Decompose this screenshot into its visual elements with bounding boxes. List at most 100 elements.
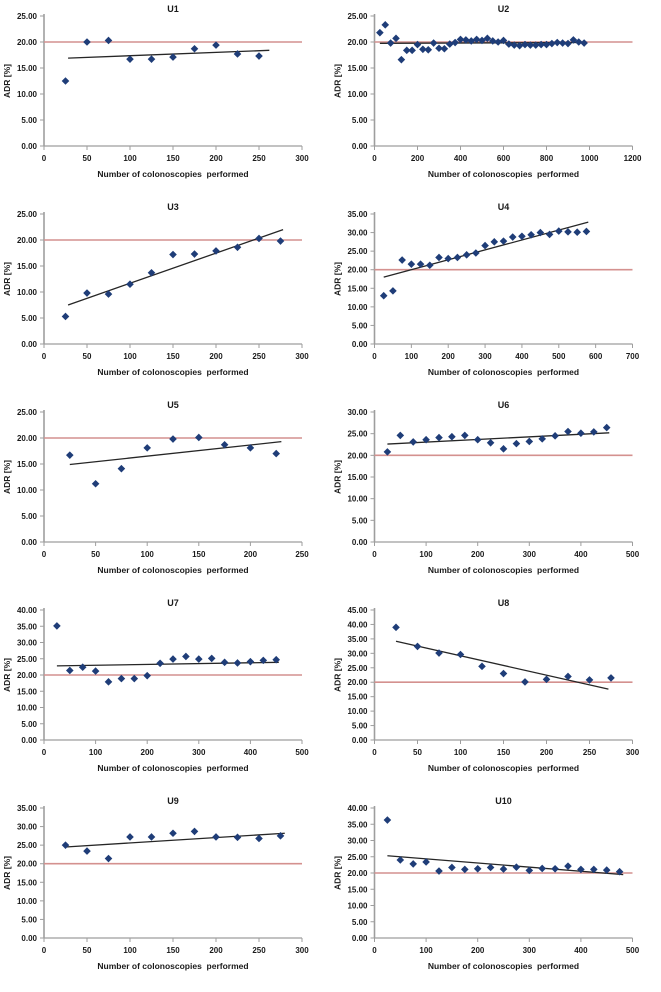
data-point-marker [435,867,443,875]
x-axis-tick-label: 300 [295,154,309,163]
x-axis-tick-label: 700 [626,352,640,361]
x-axis-tick-label: 100 [123,154,137,163]
axes: 0.00 5.00 10.00 15.00 20.00 25.00 30.00 35.00 0 5… [17,804,309,955]
data-point-marker [246,444,255,452]
trend-line [395,640,609,690]
x-axis-tick-label: 300 [523,550,537,559]
x-axis-tick-label: 100 [419,946,433,955]
y-axis-tick-label: 0.00 [21,736,37,745]
y-axis-tick-label: 5.00 [21,512,37,521]
data-point-marker [169,435,177,443]
chart-panel-u9: 0.00 5.00 10.00 15.00 20.00 25.00 30.00 35.00 0 5… [0,792,330,990]
data-point-marker [147,833,156,841]
data-point-marker [207,654,216,663]
data-point-marker [182,652,190,661]
y-axis-tick-label: 35.00 [347,820,368,829]
data-point-marker [472,249,480,257]
chart-title: U7 [167,598,179,608]
data-point-marker [169,250,177,259]
y-axis-tick-label: 30.00 [347,649,368,658]
data-point-marker [376,28,384,37]
data-point-marker [554,227,563,235]
x-axis-tick-label: 500 [626,946,640,955]
data-point-marker [126,833,134,841]
data-series [61,234,285,321]
x-axis-label: Number of colonoscopies performed [97,961,248,971]
y-axis-tick-label: 15.00 [347,284,368,293]
data-series [379,227,591,300]
data-point-marker [551,864,559,873]
x-axis-label: Number of colonoscopies performed [428,565,579,575]
y-axis-tick-label: 10.00 [17,486,38,495]
x-axis-tick-label: 300 [523,946,537,955]
data-point-marker [488,37,497,45]
data-series [383,423,611,456]
x-axis-tick-label: 200 [471,946,485,955]
x-axis-tick-label: 0 [42,946,47,955]
x-axis-tick-label: 100 [454,748,468,757]
data-point-marker [499,237,508,245]
trend-line [383,221,589,278]
data-point-marker [499,865,508,873]
data-point-marker [408,46,416,55]
data-point-marker [130,674,139,683]
data-point-marker [512,439,521,448]
data-point-marker [445,40,454,48]
data-point-marker [147,55,156,63]
data-point-marker [255,834,263,843]
y-axis-tick-label: 15.00 [347,693,368,702]
y-axis-tick-label: 20.00 [17,860,38,869]
y-axis-tick-label: 40.00 [347,620,368,629]
data-point-marker [435,44,443,53]
y-axis-tick-label: 5.00 [352,116,368,125]
data-point-marker [143,444,151,452]
y-axis-tick-label: 5.00 [21,116,37,125]
data-point-marker [451,38,459,47]
chart-panel-u6: 0.00 5.00 10.00 15.00 20.00 25.00 30.00 0 100 200… [330,396,661,594]
data-series [392,623,615,686]
data-point-marker [472,35,481,44]
x-axis-tick-label: 0 [372,154,377,163]
data-point-marker [212,833,220,841]
data-point-marker [398,256,406,264]
y-axis-tick-label: 45.00 [347,606,368,615]
trend-line [387,432,610,445]
data-point-marker [456,650,465,659]
y-axis-tick-label: 40.00 [347,804,368,813]
x-axis-tick-label: 0 [42,550,47,559]
data-point-marker [396,431,405,440]
x-axis-tick-label: 300 [478,352,492,361]
y-axis-tick-label: 15.00 [347,885,368,894]
x-axis-tick-label: 500 [295,748,309,757]
trend-line [68,49,270,59]
data-point-marker [195,655,203,663]
axes: 0.00 5.00 10.00 15.00 20.00 25.00 30.00 35.00 40… [347,804,639,955]
x-axis-tick-label: 0 [42,154,47,163]
x-axis-tick-label: 300 [192,748,206,757]
y-axis-label: ADR [%] [333,64,343,98]
data-point-marker [143,671,151,680]
data-point-marker [272,655,280,664]
x-axis-tick-label: 250 [295,550,309,559]
data-point-marker [590,865,598,874]
y-axis-label: ADR [%] [333,856,343,890]
x-axis-label: Number of colonoscopies performed [97,169,248,179]
x-axis-tick-label: 0 [42,352,47,361]
y-axis-tick-label: 40.00 [17,606,38,615]
y-axis-label: ADR [%] [2,64,12,98]
axes: 0.00 5.00 10.00 15.00 20.00 25.00 0 50 100 150 200… [17,12,309,163]
chart-title: U2 [498,4,510,14]
x-axis-tick-label: 250 [583,748,597,757]
data-point-marker [83,289,91,297]
data-point-marker [425,261,434,270]
x-axis-tick-label: 200 [209,352,223,361]
data-point-marker [564,862,572,870]
x-axis-tick-label: 1200 [624,154,642,163]
data-point-marker [422,858,430,866]
data-point-marker [424,46,433,54]
axes: 0.00 5.00 10.00 15.00 20.00 25.00 30.00 0 100 200… [347,408,639,559]
x-axis-tick-label: 0 [372,550,377,559]
y-axis-tick-label: 5.00 [21,915,37,924]
y-axis-tick-label: 0.00 [352,538,368,547]
x-axis-tick-label: 1000 [581,154,599,163]
